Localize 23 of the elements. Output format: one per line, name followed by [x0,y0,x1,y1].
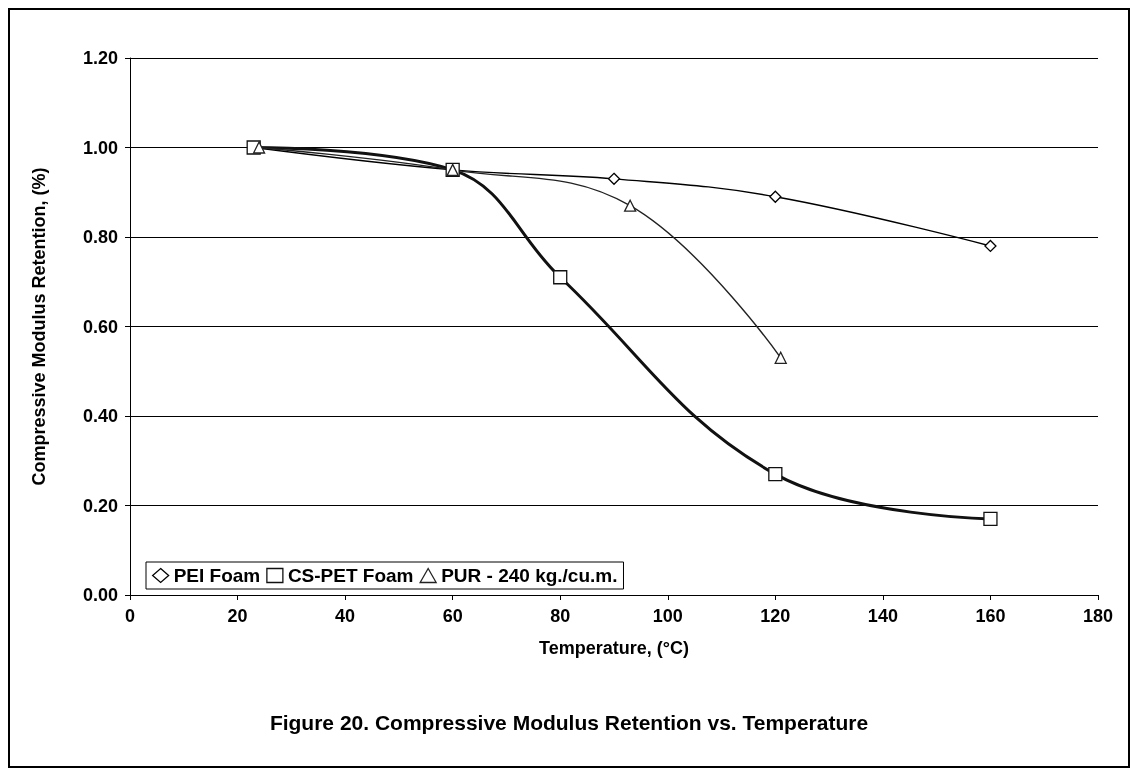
y-tick-label: 1.20 [82,48,118,68]
y-tick-label: 0.60 [82,316,118,337]
x-axis-title: Temperature, (°C) [539,638,689,658]
y-tick-label: 0.20 [82,495,118,516]
y-tick-label: 1.00 [82,137,118,158]
y-axis-title: Compressive Modulus Retention, (%) [29,167,49,486]
x-tick-label: 120 [760,606,791,626]
x-tick-label: 140 [867,606,898,626]
x-tick-label: 100 [652,606,683,626]
legend-label: PEI Foam [173,565,261,586]
legend-label: PUR - 240 kg./cu.m. [441,565,618,586]
x-tick-label: 20 [227,606,248,626]
x-tick-label: 180 [1082,606,1114,626]
y-tick-label: 0.40 [82,406,118,426]
x-tick-label: 60 [442,606,463,626]
legend-label: CS-PET Foam [287,565,414,586]
x-tick-label: 80 [550,606,571,626]
y-tick-label: 0.00 [82,585,118,605]
x-tick-label: 40 [335,606,356,626]
x-tick-label: 160 [975,606,1006,626]
text: Figure 20. Compressive Modulus Retention vs. Temperature [269,711,869,734]
y-tick-label: 0.80 [82,227,118,247]
x-tick-label: 0 [124,606,136,626]
